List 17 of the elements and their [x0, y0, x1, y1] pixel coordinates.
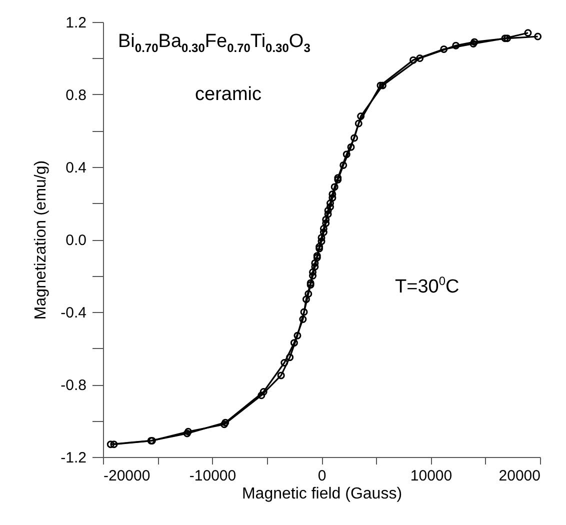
x-tick-label: 20000 — [498, 468, 540, 484]
x-axis-title: Magnetic field (Gauss) — [242, 486, 402, 502]
y-tick-label: 1.2 — [66, 14, 86, 32]
y-tick-label: 0.0 — [66, 232, 86, 249]
annotation: ceramic — [195, 84, 262, 105]
y-axis-title: Magnetization (emu/g) — [32, 160, 50, 320]
y-tick-label: -0.4 — [60, 304, 86, 322]
y-tick-label: -0.8 — [60, 377, 86, 394]
x-tick-label: -10000 — [189, 468, 236, 484]
x-tick-label: -20000 — [104, 468, 150, 484]
x-tick-label: 10000 — [410, 468, 452, 484]
y-tick-label: 0.8 — [66, 87, 86, 104]
x-tick-label: 0 — [318, 468, 326, 484]
y-tick-label: -1.2 — [60, 450, 86, 466]
y-tick-label: 0.4 — [66, 160, 86, 176]
text: Bi$_{0.70}$Ba$_{0.30}$Fe$_{0.70}$Ti$_{0.30}$O$_{3}$ — [118, 31, 310, 55]
annotation: T=30$^{0}$C — [395, 274, 460, 298]
